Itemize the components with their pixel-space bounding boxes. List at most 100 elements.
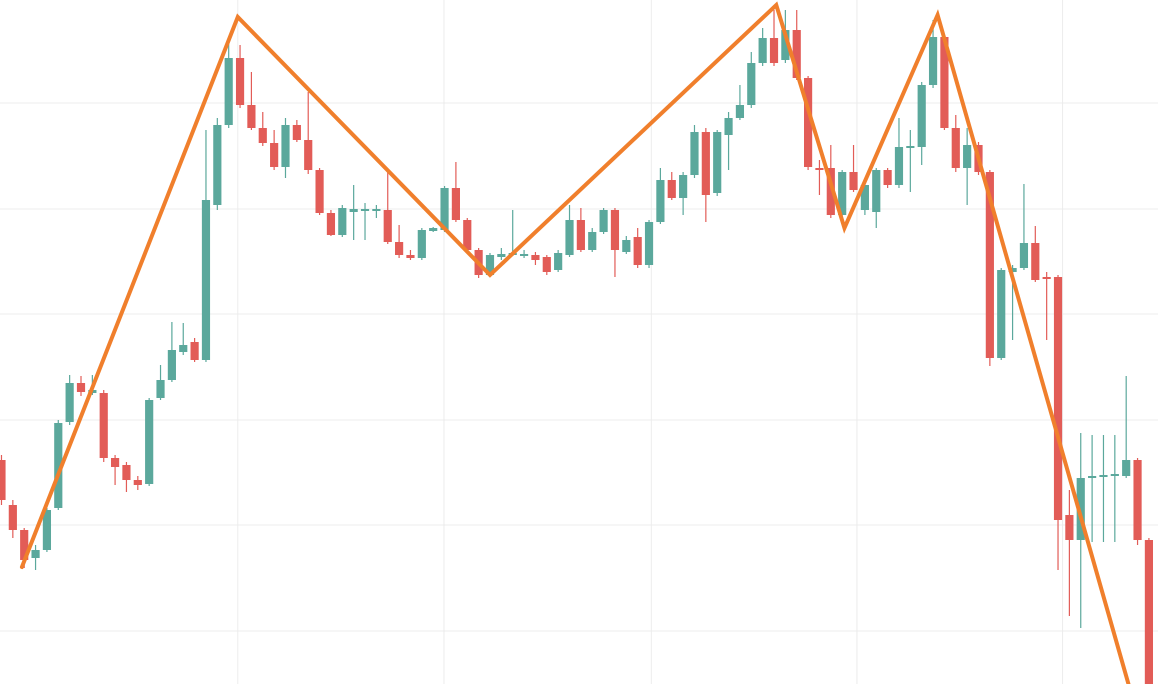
candle-body bbox=[849, 172, 858, 190]
candle-body bbox=[894, 147, 904, 185]
candle-body bbox=[565, 220, 574, 255]
candle-body bbox=[145, 400, 154, 484]
candle-body bbox=[826, 168, 835, 215]
candle-body bbox=[951, 128, 960, 168]
candle-body bbox=[258, 128, 267, 143]
candle-body bbox=[963, 145, 972, 168]
candle-body bbox=[679, 175, 688, 198]
candle-body bbox=[542, 257, 551, 272]
candle-body bbox=[122, 465, 131, 480]
candle-body bbox=[1088, 476, 1097, 478]
candle-body bbox=[610, 210, 620, 250]
candle-body bbox=[792, 30, 801, 78]
candle-body bbox=[758, 38, 767, 63]
candle-body bbox=[940, 37, 949, 128]
candle-body bbox=[451, 188, 460, 220]
candle-body bbox=[190, 342, 199, 360]
candle-body bbox=[1053, 277, 1063, 520]
candle-body bbox=[395, 242, 404, 255]
candle-body bbox=[554, 253, 563, 270]
candle-body bbox=[326, 213, 336, 235]
candle-body bbox=[31, 550, 40, 558]
candle-body bbox=[576, 220, 585, 250]
candle-body bbox=[769, 38, 779, 63]
candle-body bbox=[917, 85, 926, 147]
candle-body bbox=[360, 209, 370, 211]
candle-body bbox=[463, 220, 472, 250]
candle-body bbox=[179, 345, 188, 352]
candle-body bbox=[735, 105, 745, 118]
candle-body bbox=[519, 254, 529, 256]
candle-body bbox=[497, 254, 506, 257]
candle-body bbox=[485, 255, 495, 275]
candle-body bbox=[281, 125, 290, 167]
candle-body bbox=[270, 143, 279, 167]
candle-body bbox=[1099, 475, 1108, 477]
candle-body bbox=[747, 63, 756, 105]
candle-body bbox=[224, 58, 233, 125]
candle-body bbox=[1144, 540, 1154, 684]
candle-body bbox=[372, 209, 381, 211]
candle-body bbox=[997, 270, 1006, 358]
candle-body bbox=[315, 170, 324, 213]
candle-body bbox=[1019, 243, 1029, 268]
candle-body bbox=[906, 146, 915, 148]
candle-body bbox=[701, 132, 710, 195]
zigzag-line bbox=[19, 1, 1131, 684]
candle-body bbox=[838, 172, 847, 215]
candle-body bbox=[1031, 243, 1040, 280]
candle-body bbox=[235, 58, 245, 105]
candle-body bbox=[338, 208, 347, 235]
candle-body bbox=[724, 118, 733, 135]
candle-body bbox=[20, 530, 29, 560]
candle-body bbox=[292, 125, 301, 140]
candle-body bbox=[133, 480, 142, 485]
candle-body bbox=[110, 458, 120, 467]
candle-body bbox=[1065, 515, 1074, 540]
candle-body bbox=[42, 510, 52, 550]
candle-body bbox=[54, 423, 63, 508]
candle-body bbox=[781, 30, 790, 60]
candle-body bbox=[599, 210, 608, 232]
candle-body bbox=[383, 210, 392, 242]
candle-body bbox=[201, 200, 211, 360]
candle-body bbox=[622, 240, 631, 252]
candle-body bbox=[156, 380, 165, 398]
candle-body bbox=[304, 140, 313, 170]
candle-body bbox=[531, 255, 540, 260]
candle-body bbox=[633, 237, 642, 265]
candle-body bbox=[1042, 277, 1051, 279]
candle-body bbox=[803, 78, 813, 167]
candle-body bbox=[872, 170, 881, 212]
candle-body bbox=[667, 180, 676, 198]
candle-body bbox=[656, 180, 665, 222]
candle-body bbox=[0, 460, 6, 500]
candle-body bbox=[985, 172, 994, 358]
candle-body bbox=[883, 170, 892, 185]
candle-body bbox=[1110, 474, 1119, 476]
candle-body bbox=[588, 232, 597, 250]
candle-body bbox=[247, 105, 256, 128]
candle-body bbox=[1008, 268, 1017, 272]
candle-body bbox=[65, 383, 74, 422]
candle-body bbox=[349, 209, 358, 212]
candle-body bbox=[815, 168, 824, 170]
candle-body bbox=[429, 228, 438, 231]
candle-body bbox=[644, 222, 654, 265]
candle-body bbox=[167, 350, 176, 380]
candle-body bbox=[417, 230, 426, 258]
candle-body bbox=[440, 188, 449, 230]
candle-body bbox=[928, 37, 938, 85]
candle-body bbox=[76, 383, 86, 392]
candle-body bbox=[8, 505, 17, 530]
candle-body bbox=[1133, 460, 1142, 540]
candle-body bbox=[1076, 478, 1085, 540]
candle-body bbox=[690, 132, 699, 175]
candle-body bbox=[713, 132, 722, 193]
candle-body bbox=[99, 393, 108, 458]
candle-body bbox=[213, 125, 222, 205]
candle-body bbox=[1122, 460, 1131, 476]
candle-body bbox=[860, 185, 869, 210]
